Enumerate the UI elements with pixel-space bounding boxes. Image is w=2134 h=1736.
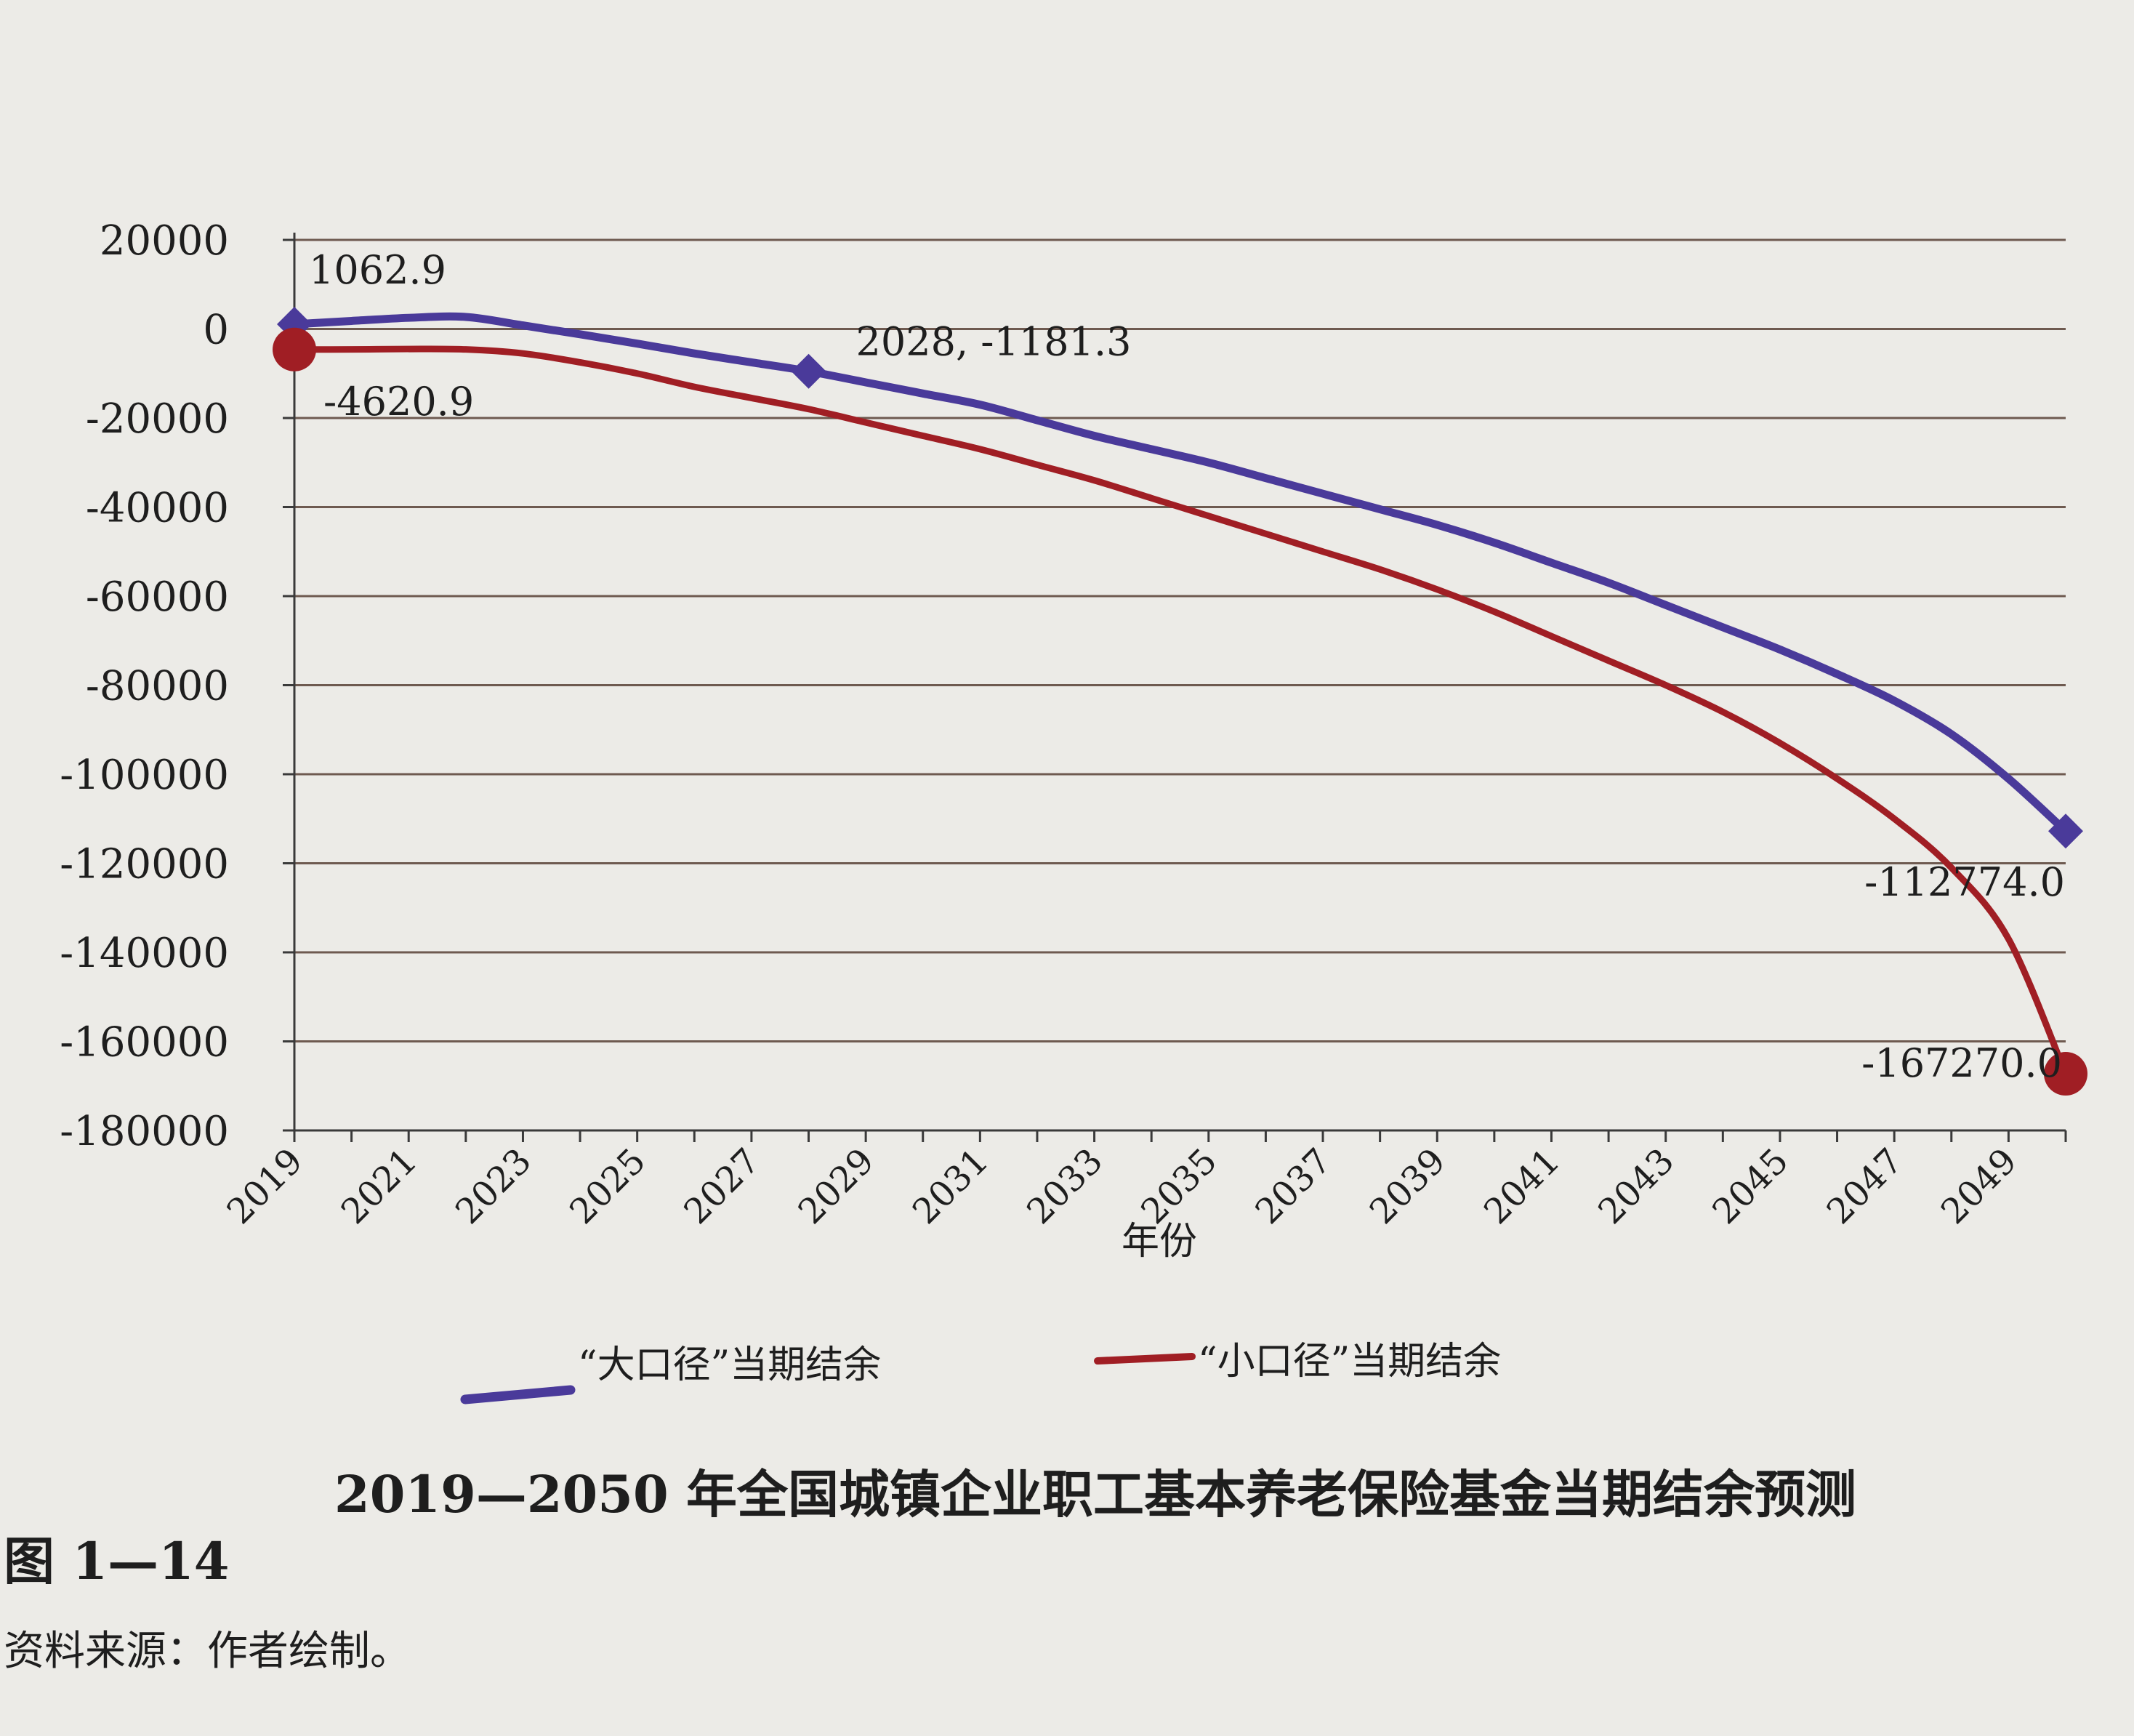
series-line-0 — [290, 312, 2070, 835]
gridlines — [294, 238, 2066, 1042]
data-label: -4620.9 — [323, 379, 474, 425]
source-note: 资料来源：作者绘制。 — [4, 1628, 411, 1675]
x-tick-label: 2035 — [1133, 1141, 1225, 1232]
y-tick-label: 20000 — [100, 217, 229, 265]
x-tick-label: 2033 — [1019, 1141, 1111, 1232]
y-tick-label: 0 — [203, 307, 229, 354]
x-tick-label: 2047 — [1819, 1141, 1911, 1232]
data-point-marker — [791, 353, 826, 389]
y-tick-label: -120000 — [60, 841, 229, 888]
y-tick-label: -80000 — [86, 663, 229, 710]
data-labels: 1062.9 -4620.9 2028, -1181.3 -112774.0 -1672… — [309, 247, 2065, 1086]
x-axis-ticks: 2019 2021 2023 2025 2027 2029 2031 2033 2035 2037… — [220, 1130, 2067, 1232]
chart-axes — [293, 233, 2066, 1132]
y-tick-label: -20000 — [86, 395, 229, 443]
figure-caption: 图 1—14 2019—2050 年全国城镇企业职工基本养老保险基金当期结余预测 — [4, 1464, 1856, 1591]
x-tick-label: 2025 — [562, 1141, 653, 1232]
data-label: -112774.0 — [1864, 859, 2065, 905]
y-axis-ticks: 20000 0 -20000 -40000 -60000 -80000 -100000 -12… — [60, 217, 294, 1155]
x-tick-label: 2027 — [676, 1141, 768, 1232]
x-tick-label: 2045 — [1704, 1141, 1796, 1232]
x-tick-label: 2021 — [334, 1141, 425, 1232]
y-tick-label: -100000 — [60, 752, 229, 799]
x-tick-label: 2043 — [1590, 1141, 1682, 1232]
x-axis-title: 年份 — [1122, 1220, 1197, 1263]
x-tick-label: 2031 — [905, 1141, 996, 1232]
legend-swatch-large — [460, 1385, 576, 1405]
x-tick-label: 2019 — [220, 1141, 311, 1232]
legend: “大口径”当期结余 “小口径”当期结余 — [460, 1340, 1501, 1405]
y-tick-label: -180000 — [60, 1108, 229, 1155]
legend-label-small: “小口径”当期结余 — [1198, 1340, 1501, 1383]
x-tick-label: 2049 — [1933, 1141, 2025, 1232]
data-point-marker — [2044, 1052, 2087, 1096]
y-tick-label: -160000 — [60, 1019, 229, 1066]
data-point-marker — [2048, 813, 2083, 849]
legend-label-large: “大口径”当期结余 — [578, 1343, 881, 1387]
y-tick-label: -40000 — [86, 485, 229, 532]
data-label: 2028, -1181.3 — [856, 319, 1132, 365]
series-line-1 — [291, 345, 2069, 1077]
caption-number: 图 1—14 — [4, 1531, 230, 1591]
y-tick-label: -140000 — [60, 930, 229, 977]
chart-series — [273, 306, 2087, 1096]
data-label: -167270.0 — [1861, 1040, 2062, 1086]
x-tick-label: 2037 — [1248, 1141, 1340, 1232]
x-tick-label: 2041 — [1476, 1141, 1568, 1232]
data-label: 1062.9 — [309, 247, 446, 293]
legend-swatch-small — [1094, 1353, 1196, 1365]
y-tick-label: -60000 — [86, 574, 229, 621]
caption-title: 2019—2050 年全国城镇企业职工基本养老保险基金当期结余预测 — [334, 1464, 1856, 1524]
x-tick-label: 2039 — [1362, 1141, 1454, 1232]
data-point-marker — [273, 327, 316, 371]
x-tick-label: 2023 — [448, 1141, 539, 1232]
x-tick-label: 2029 — [791, 1141, 882, 1232]
